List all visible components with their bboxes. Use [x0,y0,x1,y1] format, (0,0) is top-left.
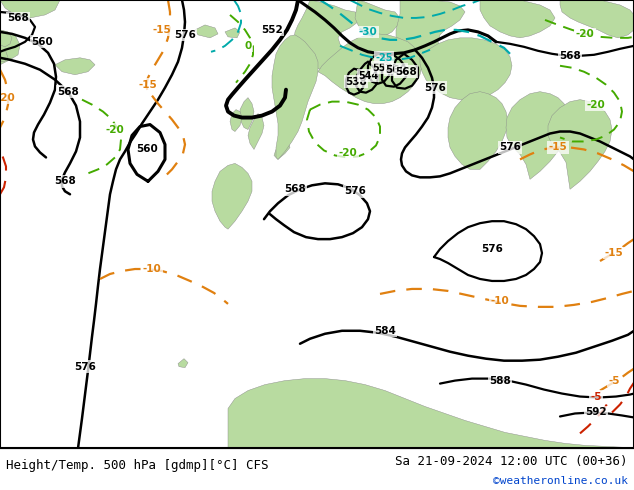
Text: -10: -10 [143,264,162,274]
Polygon shape [272,35,318,159]
Polygon shape [548,99,612,189]
Text: 0: 0 [244,41,252,51]
Text: -15: -15 [153,25,171,35]
Text: 576: 576 [481,244,503,254]
Polygon shape [274,142,290,159]
Text: 592: 592 [585,408,607,417]
Polygon shape [0,0,60,18]
Polygon shape [506,92,570,179]
Text: -20: -20 [0,93,15,102]
Text: 568: 568 [7,13,29,23]
Text: 576: 576 [424,83,446,93]
Text: -20: -20 [106,124,124,135]
Text: -20: -20 [576,29,595,39]
Text: 576: 576 [174,30,196,40]
Text: -20: -20 [586,99,605,110]
Text: 560: 560 [31,37,53,47]
Text: -25: -25 [375,53,392,63]
Text: 568: 568 [284,184,306,195]
Text: 568: 568 [559,51,581,61]
Text: 588: 588 [489,376,511,386]
Polygon shape [396,0,465,72]
Polygon shape [212,163,252,229]
Polygon shape [294,0,360,70]
Text: 576: 576 [344,186,366,196]
Text: 560: 560 [136,145,158,154]
Text: 552: 552 [372,63,392,73]
Text: -20: -20 [339,148,358,158]
Text: 576: 576 [499,143,521,152]
Polygon shape [230,110,242,131]
Polygon shape [228,379,634,448]
Polygon shape [448,92,508,170]
Text: 552: 552 [261,25,283,35]
Text: -10: -10 [491,296,509,306]
Text: 576: 576 [74,362,96,371]
Text: 568: 568 [57,87,79,97]
Polygon shape [225,28,240,38]
Text: -5: -5 [590,392,602,401]
Polygon shape [0,0,20,65]
Text: -30: -30 [359,27,377,37]
Polygon shape [560,0,634,38]
Text: 560: 560 [385,65,407,75]
Text: 544: 544 [358,71,378,81]
Text: Sa 21-09-2024 12:00 UTC (00+36): Sa 21-09-2024 12:00 UTC (00+36) [395,455,628,468]
Text: ©weatheronline.co.uk: ©weatheronline.co.uk [493,476,628,486]
Polygon shape [0,30,12,47]
Text: 538: 538 [345,77,367,87]
Polygon shape [240,98,254,129]
Text: Height/Temp. 500 hPa [gdmp][°C] CFS: Height/Temp. 500 hPa [gdmp][°C] CFS [6,459,269,471]
Text: -15: -15 [605,248,623,258]
Polygon shape [55,58,95,75]
Polygon shape [178,359,188,368]
Polygon shape [195,25,218,38]
Text: -15: -15 [548,143,567,152]
Text: -15: -15 [139,80,157,90]
Polygon shape [0,50,8,62]
Text: 568: 568 [395,67,417,77]
Text: 584: 584 [374,326,396,336]
Polygon shape [355,0,400,38]
Polygon shape [420,38,512,99]
Polygon shape [248,114,264,149]
Polygon shape [318,34,422,103]
Polygon shape [480,0,555,38]
Text: 568: 568 [54,176,76,186]
Text: -5: -5 [608,376,620,386]
